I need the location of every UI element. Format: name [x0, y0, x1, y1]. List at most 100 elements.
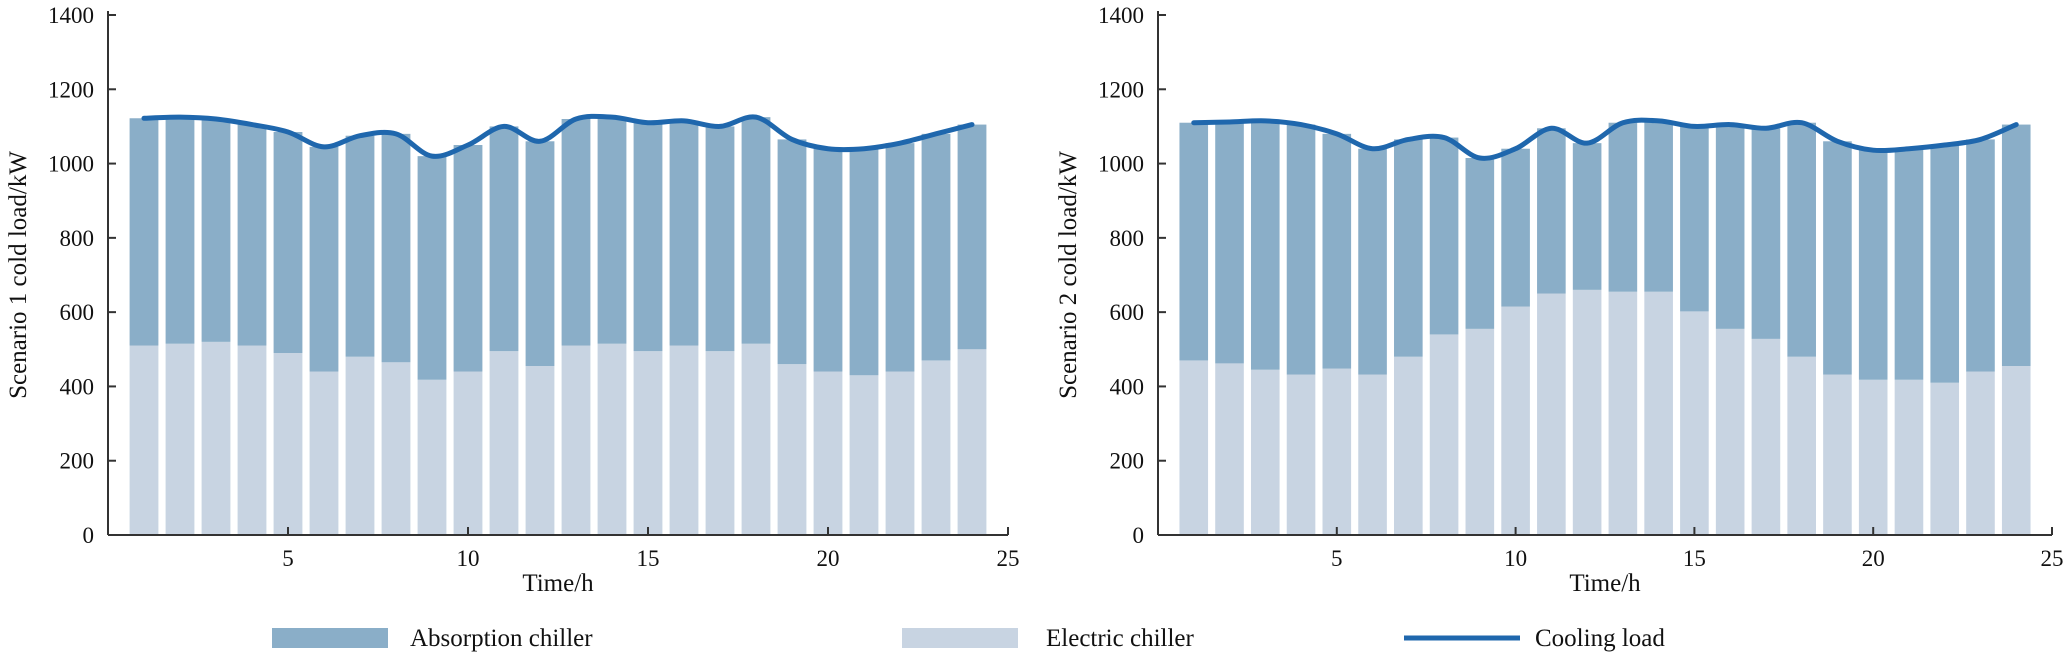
bar-absorption	[1608, 122, 1638, 292]
bar-absorption	[597, 117, 627, 344]
bar-electric	[1429, 334, 1459, 535]
bar-electric	[597, 343, 627, 535]
bar-electric	[849, 375, 879, 535]
x-tick-label: 25	[2041, 546, 2064, 571]
bar-absorption	[633, 122, 663, 352]
bar-absorption	[1429, 137, 1459, 335]
bar-electric	[1322, 368, 1352, 535]
bar-electric	[1358, 374, 1387, 535]
bar-electric	[1215, 363, 1244, 535]
bar-electric	[1537, 293, 1566, 535]
y-tick-label: 800	[60, 226, 95, 251]
y-tick-label: 1000	[48, 152, 94, 177]
cooling-load-line-1	[141, 113, 975, 159]
axes-1	[107, 11, 1008, 536]
bar-absorption	[1179, 122, 1209, 361]
bar-absorption	[741, 117, 771, 344]
bar-absorption	[1572, 143, 1602, 290]
bar-electric	[345, 356, 375, 535]
bar-absorption	[165, 117, 195, 344]
x-axis-label-2: Time/h	[1569, 570, 1641, 597]
y-tick-label: 600	[1110, 300, 1145, 325]
bar-absorption	[1858, 150, 1888, 380]
bar-electric	[1644, 291, 1673, 535]
legend-swatch-electric	[902, 628, 1018, 648]
bar-absorption	[1715, 124, 1745, 329]
ticks-layer-2: 0 200 400 600 800 1000 1200 1400 5 10 15 20 25	[1098, 3, 2064, 571]
bar-absorption	[957, 124, 987, 350]
bar-electric	[1930, 382, 1960, 535]
bar-electric	[525, 366, 555, 535]
bar-absorption	[1322, 133, 1352, 369]
y-tick-label: 400	[60, 374, 95, 399]
x-tick-label: 5	[1331, 546, 1343, 571]
bar-absorption	[1930, 145, 1960, 383]
x-tick-label: 25	[997, 546, 1020, 571]
legend: Absorption chiller Electric chiller Cool…	[272, 625, 1665, 652]
y-tick-label: 0	[1133, 523, 1145, 548]
bar-absorption	[1751, 128, 1781, 339]
bar-absorption	[525, 141, 555, 366]
y-tick-label: 600	[60, 300, 95, 325]
x-tick-label: 10	[457, 546, 480, 571]
bar-electric	[957, 349, 987, 535]
bar-absorption	[921, 133, 951, 361]
legend-swatch-absorption	[272, 628, 388, 648]
bar-electric	[813, 371, 843, 535]
bar-absorption	[1894, 148, 1924, 380]
bar-electric	[309, 371, 339, 535]
bar-electric	[777, 364, 807, 535]
bar-absorption	[1823, 141, 1852, 375]
bar-electric	[381, 362, 411, 535]
bar-absorption	[1358, 148, 1387, 375]
bar-electric	[453, 371, 483, 535]
chart-scenario-1: 0 200 400 600 800 1000 1200 1400 5 10 15 20 25 Time/…	[5, 3, 1020, 597]
bar-absorption	[1787, 122, 1816, 357]
bar-electric	[1787, 356, 1816, 535]
ticks-layer-1: 0 200 400 600 800 1000 1200 1400 5 10 15 20 25	[48, 3, 1020, 571]
bar-absorption	[309, 146, 339, 372]
x-tick-label: 10	[1504, 546, 1527, 571]
y-tick-label: 1000	[1098, 152, 1144, 177]
bar-electric	[885, 371, 915, 535]
bar-absorption	[849, 148, 879, 376]
bar-electric	[489, 351, 519, 535]
bar-electric	[633, 351, 663, 535]
y-axis-label-2: Scenario 2 cold load/kW	[1055, 151, 1082, 399]
bar-electric	[1394, 356, 1423, 535]
bar-absorption	[1394, 139, 1423, 357]
y-tick-label: 1200	[48, 77, 94, 102]
y-tick-label: 200	[1110, 449, 1145, 474]
bar-absorption	[813, 148, 843, 372]
y-tick-label: 400	[1110, 374, 1145, 399]
bar-electric	[921, 360, 951, 535]
bar-absorption	[453, 145, 483, 372]
y-tick-label: 1400	[1098, 3, 1144, 28]
legend-label-electric: Electric chiller	[1046, 625, 1195, 652]
bar-electric	[1680, 311, 1709, 535]
bar-absorption	[885, 143, 915, 372]
bar-electric	[1286, 374, 1316, 535]
bar-absorption	[1465, 158, 1495, 329]
bar-absorption	[1215, 121, 1244, 364]
bars-layer-2	[1179, 120, 2031, 535]
y-tick-label: 800	[1110, 226, 1145, 251]
bar-absorption	[669, 120, 699, 346]
bar-electric	[1715, 328, 1745, 535]
bar-absorption	[2001, 124, 2031, 366]
cooling-load-line-2	[1191, 117, 2019, 161]
chart-scenario-2: 0 200 400 600 800 1000 1200 1400 5 10 15 20 25 Time/…	[1055, 3, 2064, 597]
bar-absorption	[273, 132, 303, 353]
bar-electric	[561, 345, 591, 535]
x-tick-label: 15	[637, 546, 660, 571]
bar-electric	[201, 341, 231, 535]
bar-electric	[129, 345, 159, 535]
bar-electric	[1501, 306, 1530, 535]
legend-label-cooling: Cooling load	[1535, 625, 1665, 652]
bar-electric	[705, 351, 735, 535]
bar-absorption	[237, 124, 267, 346]
bar-electric	[1751, 338, 1781, 535]
bar-electric	[1179, 360, 1209, 535]
bar-electric	[1465, 328, 1495, 535]
y-tick-label: 1400	[48, 3, 94, 28]
